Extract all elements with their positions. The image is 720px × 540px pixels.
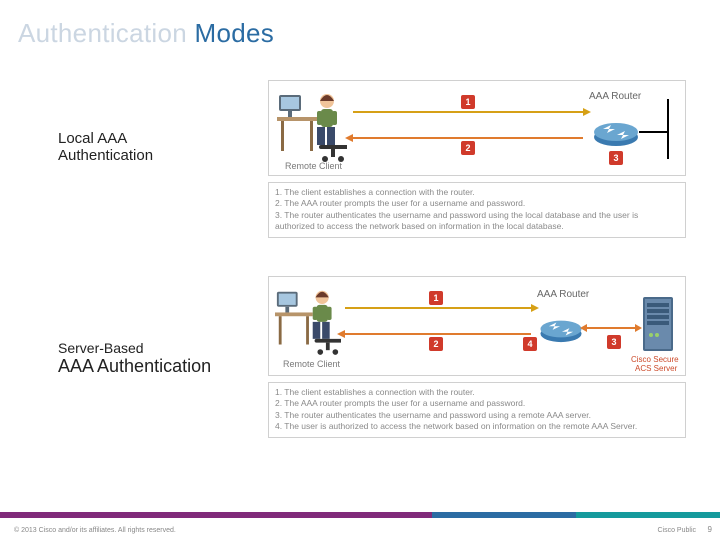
aaa-router-icon-2: [539, 315, 583, 343]
router-label-2: AAA Router: [537, 289, 589, 300]
slide-title: Authentication Modes: [18, 18, 274, 49]
diagram-local: Remote Client AAA Router 1 2 3: [268, 80, 686, 176]
badge-2-3: 3: [607, 335, 621, 349]
remote-client-icon-2: [275, 283, 341, 357]
arrow-2-head: [345, 134, 353, 142]
arrow2-2-head: [337, 330, 345, 338]
label-server-line2: AAA Authentication: [58, 356, 211, 377]
footer-copyright: © 2013 Cisco and/or its affiliates. All …: [14, 527, 176, 534]
step-2-3: 3. The router authenticates the username…: [275, 410, 679, 421]
router-link-1: [639, 131, 667, 133]
label-local-aaa: Local AAA Authentication: [58, 130, 153, 164]
badge-2-2: 2: [429, 337, 443, 351]
arrow2-3-head-l: [580, 324, 587, 332]
title-plain: Authentication: [18, 18, 195, 48]
network-line-1: [667, 99, 669, 159]
arrow2-3-head-r: [635, 324, 642, 332]
label-local-line1: Local AAA: [58, 130, 153, 147]
acs-server-icon: [641, 295, 675, 353]
step-1-3: 3. The router authenticates the username…: [275, 210, 679, 233]
step-1-1: 1. The client establishes a connection w…: [275, 187, 679, 198]
remote-client-icon: [277, 87, 347, 163]
steps-local: 1. The client establishes a connection w…: [268, 182, 686, 238]
diagram-server: Remote Client AAA Router Cisco Secur: [268, 276, 686, 376]
arrow2-2-line: [345, 333, 531, 335]
steps-server: 1. The client establishes a connection w…: [268, 382, 686, 438]
server-caption-1: Cisco Secure: [631, 355, 679, 364]
server-caption-2: ACS Server: [635, 364, 677, 373]
router-label-1: AAA Router: [589, 91, 641, 102]
badge-1-1: 1: [461, 95, 475, 109]
badge-2-4: 4: [523, 337, 537, 351]
remote-client-caption-1: Remote Client: [285, 161, 342, 171]
badge-1-3: 3: [609, 151, 623, 165]
label-local-line2: Authentication: [58, 147, 153, 164]
footer-right: Cisco Public: [657, 527, 696, 534]
step-2-4: 4. The user is authorized to access the …: [275, 421, 679, 432]
footer-bar: [0, 512, 720, 518]
step-1-2: 2. The AAA router prompts the user for a…: [275, 198, 679, 209]
label-server-based: Server-Based AAA Authentication: [58, 340, 211, 377]
badge-2-1: 1: [429, 291, 443, 305]
arrow-1-head: [583, 108, 591, 116]
slide: Authentication Modes Local AAA Authentic…: [0, 0, 720, 540]
arrow-1-line: [353, 111, 583, 113]
step-2-2: 2. The AAA router prompts the user for a…: [275, 398, 679, 409]
badge-1-2: 2: [461, 141, 475, 155]
aaa-router-icon-1: [593, 117, 639, 147]
page-number: 9: [708, 525, 712, 534]
label-server-line1: Server-Based: [58, 340, 211, 356]
arrow2-1-line: [345, 307, 531, 309]
title-accent: Modes: [195, 18, 275, 48]
arrow2-1-head: [531, 304, 539, 312]
arrow2-3-line: [587, 327, 635, 329]
remote-client-caption-2: Remote Client: [283, 359, 340, 369]
step-2-1: 1. The client establishes a connection w…: [275, 387, 679, 398]
arrow-2-line: [353, 137, 583, 139]
